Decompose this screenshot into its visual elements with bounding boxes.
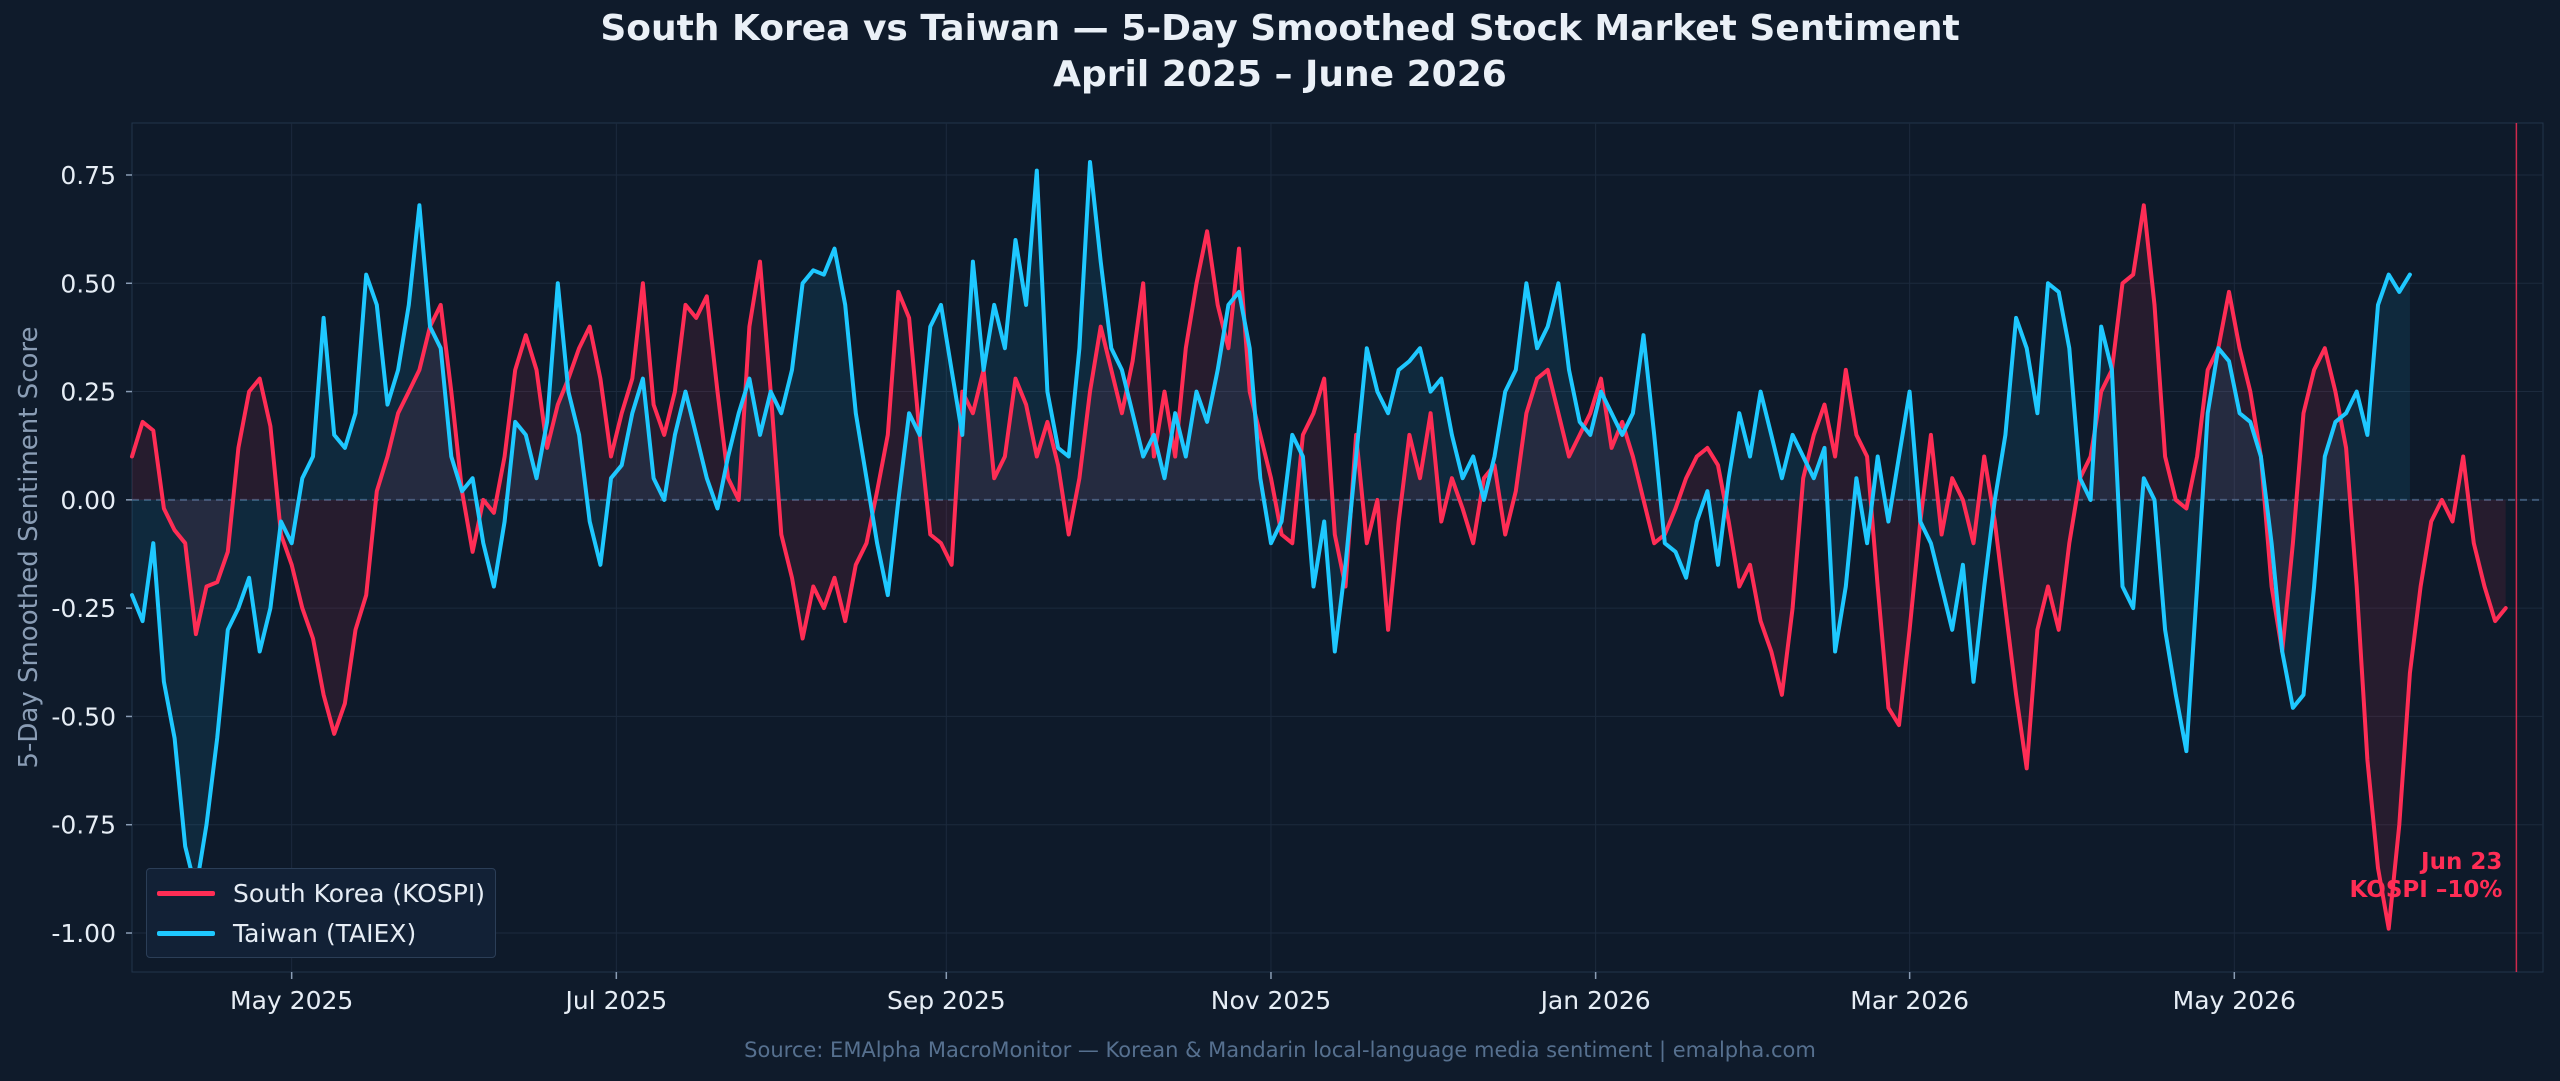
y-tick-label: 0.25: [60, 378, 116, 407]
source-footer: Source: EMAlpha MacroMonitor — Korean & …: [744, 1038, 1816, 1062]
event-annotation-text: KOSPI –10%: [2349, 877, 2502, 903]
chart-title: South Korea vs Taiwan — 5-Day Smoothed S…: [600, 8, 1960, 49]
line-layer: [130, 160, 2508, 931]
y-tick-label: -0.75: [51, 811, 116, 840]
x-tick-label: Sep 2025: [887, 986, 1006, 1015]
chart-legend: South Korea (KOSPI) Taiwan (TAIEX): [146, 868, 496, 958]
series-fill-taiwan: [132, 162, 2410, 890]
x-tick-label: Jul 2025: [563, 986, 667, 1015]
y-tick-label: -0.25: [51, 594, 116, 623]
x-tick-label: Nov 2025: [1211, 986, 1331, 1015]
legend-label-korea: South Korea (KOSPI): [233, 878, 485, 908]
legend-swatch-korea: [157, 890, 215, 896]
y-tick-label: -0.50: [51, 702, 116, 731]
event-annotation-date: Jun 23: [2419, 849, 2502, 875]
series-fill-korea: [132, 205, 2506, 929]
legend-label-taiwan: Taiwan (TAIEX): [233, 918, 417, 948]
y-tick-label: 0.75: [60, 161, 116, 190]
x-tick-label: Mar 2026: [1850, 986, 1969, 1015]
y-tick-label: 0.50: [60, 269, 116, 298]
fill-layer: [132, 162, 2506, 929]
series-line-taiwan: [130, 160, 2412, 892]
grid-layer: [131, 122, 2544, 973]
legend-item-korea: South Korea (KOSPI): [157, 875, 485, 911]
legend-item-taiwan: Taiwan (TAIEX): [157, 915, 416, 951]
y-axis-label: 5-Day Smoothed Sentiment Score: [14, 326, 44, 768]
axis-layer: 0.75 0.50 0.25 0.00 -0.25 -0.50 -0.75 -1.00 May …: [14, 161, 2296, 1015]
legend-swatch-taiwan: [157, 930, 215, 936]
x-tick-label: May 2026: [2173, 986, 2296, 1015]
x-tick-label: May 2025: [230, 986, 353, 1015]
y-tick-label: -1.00: [51, 919, 116, 948]
x-tick-label: Jan 2026: [1539, 986, 1651, 1015]
y-tick-label: 0.00: [60, 486, 116, 515]
chart-subtitle: April 2025 – June 2026: [1053, 54, 1507, 95]
